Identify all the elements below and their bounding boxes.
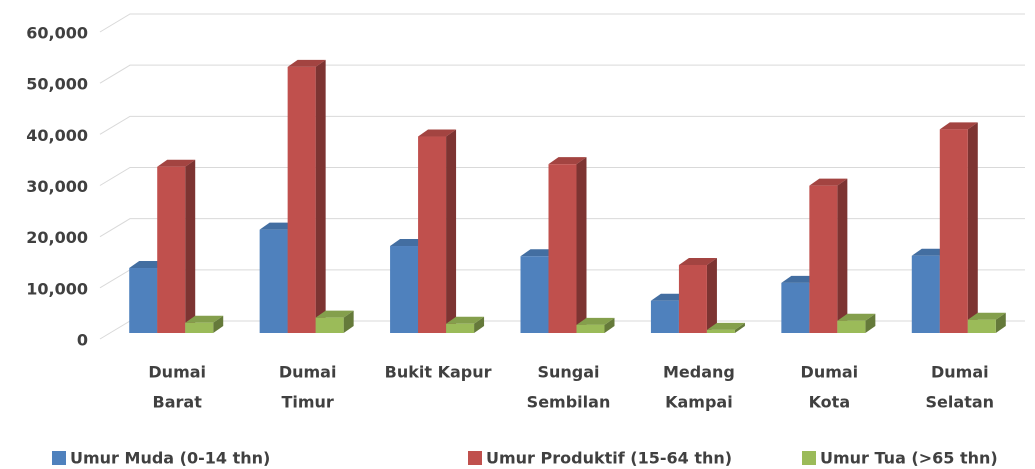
y-tick-label: 40,000 bbox=[26, 126, 88, 145]
x-tick-label: Dumai bbox=[931, 363, 989, 382]
legend-label: Umur Tua (>65 thn) bbox=[820, 449, 998, 468]
legend-swatch bbox=[468, 451, 482, 465]
legend-swatch bbox=[52, 451, 66, 465]
grid-line bbox=[99, 167, 1025, 186]
bar-top bbox=[315, 310, 354, 318]
bar-side bbox=[865, 313, 876, 333]
bar-top bbox=[157, 159, 196, 167]
y-tick-label: 60,000 bbox=[26, 24, 88, 43]
x-tick-label: Kota bbox=[809, 393, 851, 412]
bar bbox=[418, 136, 447, 333]
x-tick-label: Dumai bbox=[148, 363, 206, 382]
x-tick-label: Dumai bbox=[801, 363, 859, 382]
bar-side bbox=[837, 178, 848, 333]
bar-side bbox=[604, 317, 615, 333]
bar-top bbox=[678, 257, 717, 265]
bar bbox=[576, 324, 605, 333]
bar bbox=[129, 268, 158, 333]
x-tick-label: Medang bbox=[663, 363, 735, 382]
bar bbox=[939, 129, 968, 333]
y-tick-label: 10,000 bbox=[26, 279, 88, 298]
bar-top bbox=[939, 122, 978, 130]
bar-top bbox=[967, 312, 1006, 320]
bar bbox=[650, 300, 679, 333]
y-tick-label: 30,000 bbox=[26, 177, 88, 196]
bar-side bbox=[576, 157, 587, 333]
bar-side bbox=[734, 322, 745, 333]
x-tick-label: Kampai bbox=[665, 393, 733, 412]
bar bbox=[157, 166, 186, 333]
bar bbox=[911, 255, 940, 333]
bar bbox=[967, 319, 996, 333]
y-tick-label: 0 bbox=[77, 331, 88, 350]
bar-side bbox=[213, 315, 224, 333]
x-tick-label: Sungai bbox=[537, 363, 599, 382]
bar bbox=[259, 229, 288, 333]
bar bbox=[678, 264, 707, 333]
x-tick-label: Timur bbox=[281, 393, 333, 412]
grid-line bbox=[99, 115, 1025, 135]
bar bbox=[446, 323, 475, 333]
bar bbox=[781, 282, 810, 333]
bar bbox=[809, 185, 838, 333]
grid-line bbox=[99, 13, 1025, 33]
bar-side bbox=[446, 129, 457, 333]
bar-top bbox=[809, 178, 848, 186]
bar-top bbox=[548, 157, 587, 165]
bar-side bbox=[315, 59, 326, 333]
bar bbox=[185, 322, 214, 333]
legend-label: Umur Muda (0-14 thn) bbox=[70, 449, 270, 468]
bar-top bbox=[446, 316, 485, 324]
bar-top bbox=[837, 313, 876, 321]
bar-side bbox=[706, 257, 717, 333]
y-tick-label: 50,000 bbox=[26, 75, 88, 94]
bar bbox=[390, 246, 419, 333]
bar-top bbox=[706, 322, 745, 330]
bar-top bbox=[287, 59, 326, 67]
bar bbox=[548, 164, 577, 333]
bar-side bbox=[185, 159, 196, 333]
bar bbox=[837, 320, 866, 333]
grid-line bbox=[99, 218, 1025, 238]
x-tick-label: Bukit Kapur bbox=[385, 363, 492, 382]
x-tick-label: Barat bbox=[153, 393, 203, 412]
bar-side bbox=[967, 122, 978, 334]
x-tick-label: Sembilan bbox=[527, 393, 611, 412]
bar-top bbox=[185, 315, 224, 323]
bar-top bbox=[418, 129, 457, 137]
y-tick-label: 20,000 bbox=[26, 228, 88, 247]
bar-side bbox=[474, 316, 485, 333]
grid-line bbox=[99, 64, 1025, 84]
bar-side bbox=[343, 310, 354, 333]
bar bbox=[315, 317, 344, 333]
bar bbox=[520, 256, 549, 333]
x-tick-label: Dumai bbox=[279, 363, 337, 382]
bar-top bbox=[576, 317, 615, 325]
legend-label: Umur Produktif (15-64 thn) bbox=[486, 449, 732, 468]
legend-swatch bbox=[802, 451, 816, 465]
bar-side bbox=[995, 312, 1006, 333]
x-tick-label: Selatan bbox=[926, 393, 995, 412]
bar bbox=[287, 66, 316, 333]
bar bbox=[706, 329, 735, 333]
